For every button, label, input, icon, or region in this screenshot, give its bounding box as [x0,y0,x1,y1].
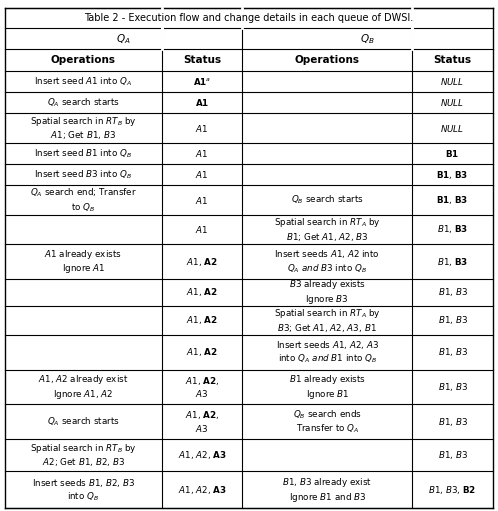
Text: $B1$, $B3$: $B1$, $B3$ [438,415,468,428]
Text: $Q_A$ search starts: $Q_A$ search starts [47,97,120,109]
Text: $A1$, $\mathbf{A2}$,
$A3$: $A1$, $\mathbf{A2}$, $A3$ [185,409,219,434]
Text: $A1$, $\mathbf{A2}$,
$A3$: $A1$, $\mathbf{A2}$, $A3$ [185,375,219,400]
Text: $\mathbf{B1}$, $\mathbf{B3}$: $\mathbf{B1}$, $\mathbf{B3}$ [436,169,469,181]
Text: $\mathbf{A1}^a$: $\mathbf{A1}^a$ [193,76,211,87]
Text: $Q_A$ search end; Transfer
to $Q_B$: $Q_A$ search end; Transfer to $Q_B$ [30,187,136,214]
Text: $\mathit{A1}$ already exists
Ignore $\mathit{A1}$: $\mathit{A1}$ already exists Ignore $\ma… [44,248,122,275]
Text: $A1$, $\mathbf{A2}$: $A1$, $\mathbf{A2}$ [186,256,218,268]
Text: $A1$, $\mathbf{A2}$: $A1$, $\mathbf{A2}$ [186,314,218,326]
Text: Spatial search in $\mathit{RT}_B$ by
$\mathit{A1}$; Get $\mathit{B1}$, $\mathit{: Spatial search in $\mathit{RT}_B$ by $\m… [30,114,136,142]
Text: $A1$, $A2$, $\mathbf{A3}$: $A1$, $A2$, $\mathbf{A3}$ [178,484,227,496]
Text: $A1$, $A2$, $\mathbf{A3}$: $A1$, $A2$, $\mathbf{A3}$ [178,449,227,461]
Text: Insert seed $\mathit{A1}$ into $Q_A$: Insert seed $\mathit{A1}$ into $Q_A$ [34,75,132,87]
Text: $A1$: $A1$ [195,148,209,159]
Text: Operations: Operations [51,55,116,65]
Text: $\mathit{B1}$ already exists
Ignore $\mathit{B1}$: $\mathit{B1}$ already exists Ignore $\ma… [289,373,366,401]
Text: Insert seed $\mathit{B3}$ into $Q_B$: Insert seed $\mathit{B3}$ into $Q_B$ [34,169,132,181]
Text: $\mathit{Q}_A$: $\mathit{Q}_A$ [117,32,131,45]
Text: Spatial search in $\mathit{RT}_A$ by
$\mathit{B3}$; Get $\mathit{A1}$, $\mathit{: Spatial search in $\mathit{RT}_A$ by $\m… [274,307,380,334]
Text: Insert seeds $\mathit{A1}$, $\mathit{A2}$, $\mathit{A3}$
into $Q_A$ $\mathit{and: Insert seeds $\mathit{A1}$, $\mathit{A2}… [276,339,379,365]
Text: $A1$: $A1$ [195,123,209,133]
Text: Insert seed $\mathit{B1}$ into $Q_B$: Insert seed $\mathit{B1}$ into $Q_B$ [34,147,132,159]
Text: $A1$: $A1$ [195,224,209,235]
Text: $\mathit{B3}$ already exists
Ignore $\mathit{B3}$: $\mathit{B3}$ already exists Ignore $\ma… [289,278,366,306]
Text: $\mathbf{B1}$: $\mathbf{B1}$ [446,148,460,159]
Text: $\mathit{B1}$, $\mathit{B3}$ already exist
Ignore $\mathit{B1}$ and $\mathit{B3}: $\mathit{B1}$, $\mathit{B3}$ already exi… [282,476,372,504]
Text: $\mathit{NULL}$: $\mathit{NULL}$ [441,123,465,133]
Text: Table 2 - Execution flow and change details in each queue of DWSI.: Table 2 - Execution flow and change deta… [84,13,414,23]
Text: $B1$, $B3$: $B1$, $B3$ [438,346,468,358]
Text: Status: Status [183,55,221,65]
Text: Insert seeds $\mathit{B1}$, $\mathit{B2}$, $\mathit{B3}$
into $Q_B$: Insert seeds $\mathit{B1}$, $\mathit{B2}… [32,477,135,503]
Text: $B1$, $B3$: $B1$, $B3$ [438,314,468,326]
Text: $B1$, $\mathbf{B3}$: $B1$, $\mathbf{B3}$ [437,256,468,268]
Text: $Q_A$ search starts: $Q_A$ search starts [47,415,120,428]
Text: $Q_B$ search starts: $Q_B$ search starts [291,194,364,206]
Text: $B1$, $\mathbf{B3}$: $B1$, $\mathbf{B3}$ [437,223,468,236]
Text: $A1$: $A1$ [195,195,209,205]
Text: $A1$, $\mathbf{A2}$: $A1$, $\mathbf{A2}$ [186,346,218,358]
Text: Status: Status [433,55,472,65]
Text: $\mathit{NULL}$: $\mathit{NULL}$ [441,97,465,108]
Text: Spatial search in $\mathit{RT}_A$ by
$\mathit{B1}$; Get $\mathit{A1}$, $\mathit{: Spatial search in $\mathit{RT}_A$ by $\m… [274,216,380,243]
Text: $\mathbf{B1}$, $\mathbf{B3}$: $\mathbf{B1}$, $\mathbf{B3}$ [436,194,469,206]
Text: Spatial search in $\mathit{RT}_B$ by
$\mathit{A2}$; Get $\mathit{B1}$, $\mathit{: Spatial search in $\mathit{RT}_B$ by $\m… [30,442,136,469]
Text: $\mathit{A1}$, $\mathit{A2}$ already exist
Ignore $\mathit{A1}$, $\mathit{A2}$: $\mathit{A1}$, $\mathit{A2}$ already exi… [38,373,128,401]
Text: $\mathit{Q}_B$: $\mathit{Q}_B$ [361,32,375,45]
Text: $\mathbf{A1}$: $\mathbf{A1}$ [195,97,209,108]
Text: $B1$, $B3$, $\mathbf{B2}$: $B1$, $B3$, $\mathbf{B2}$ [428,484,477,496]
Text: $B1$, $B3$: $B1$, $B3$ [438,381,468,393]
Text: $B1$, $B3$: $B1$, $B3$ [438,449,468,461]
Text: $B1$, $B3$: $B1$, $B3$ [438,286,468,298]
Text: Operations: Operations [295,55,360,65]
Text: $A1$: $A1$ [195,169,209,180]
Text: $Q_B$ search ends
Transfer to $Q_A$: $Q_B$ search ends Transfer to $Q_A$ [293,408,362,435]
Text: Insert seeds $\mathit{A1}$, $\mathit{A2}$ into
$Q_A$ $\mathit{and}$ $\mathit{B3}: Insert seeds $\mathit{A1}$, $\mathit{A2}… [274,248,380,275]
Text: $A1$, $\mathbf{A2}$: $A1$, $\mathbf{A2}$ [186,286,218,298]
Text: $\mathit{NULL}$: $\mathit{NULL}$ [441,76,465,87]
